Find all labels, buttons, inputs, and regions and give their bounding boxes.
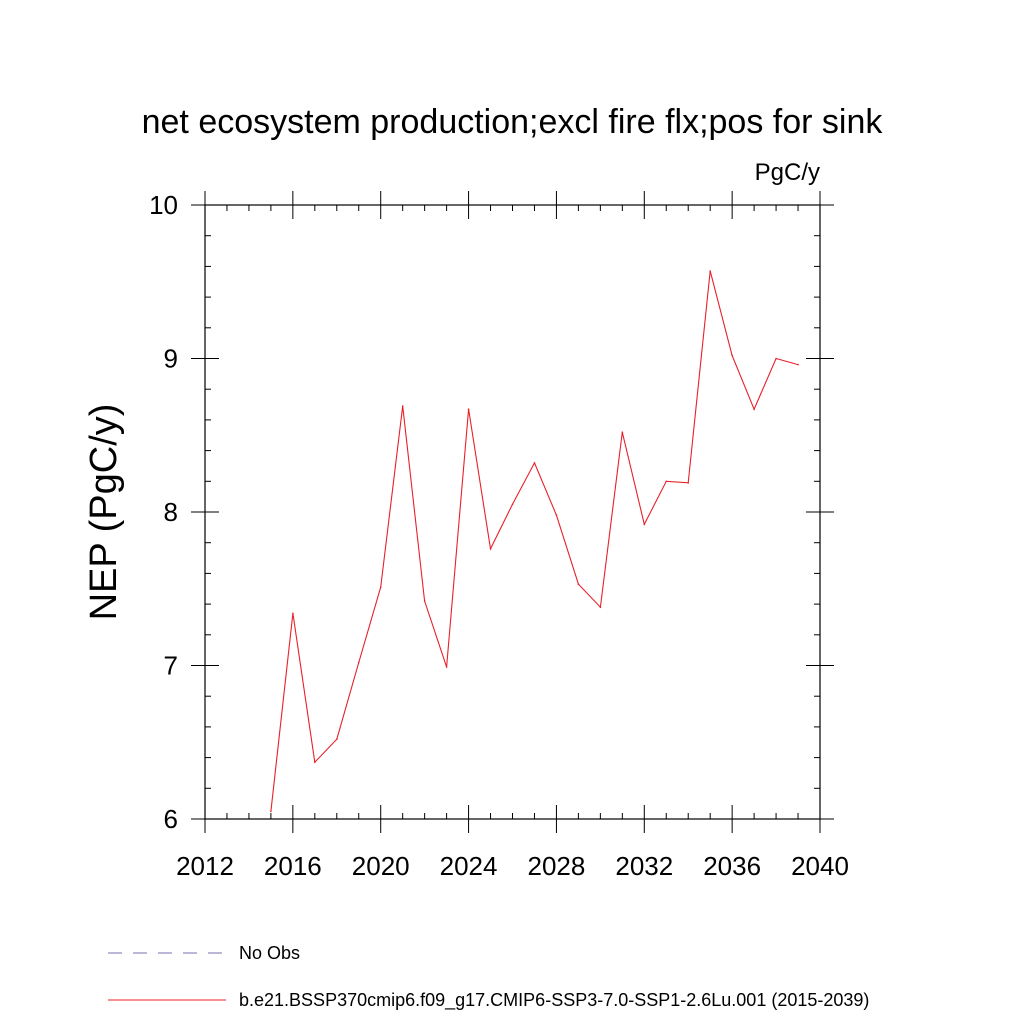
data-point xyxy=(423,600,426,602)
y-tick-label: 9 xyxy=(164,344,178,374)
data-point xyxy=(445,666,448,668)
x-tick-label: 2020 xyxy=(352,851,410,881)
data-point xyxy=(709,270,711,272)
legend-label: No Obs xyxy=(239,943,300,963)
data-point xyxy=(292,612,294,615)
series-line xyxy=(270,270,799,812)
x-tick-label: 2032 xyxy=(615,851,673,881)
legend: No Obs b.e21.BSSP370cmip6.f09_g17.CMIP6-S… xyxy=(108,943,869,1011)
x-tick-label: 2028 xyxy=(528,851,586,881)
data-point xyxy=(643,523,646,526)
data-point xyxy=(335,738,338,740)
units-label: PgC/y xyxy=(755,159,820,186)
y-axis-label: NEP (PgC/y) xyxy=(83,404,125,621)
plot-frame xyxy=(204,204,821,820)
data-point xyxy=(555,514,558,516)
data-point xyxy=(797,363,799,366)
data-point xyxy=(533,462,536,464)
data-point xyxy=(357,661,360,664)
data-point xyxy=(511,503,514,506)
data-point xyxy=(401,405,404,407)
x-tick-label: 2036 xyxy=(703,851,761,881)
data-point xyxy=(314,761,316,764)
data-point xyxy=(731,354,733,357)
data-point xyxy=(489,548,492,550)
y-tick-label: 8 xyxy=(164,497,178,527)
data-point xyxy=(753,408,755,410)
chart-title: net ecosystem production;excl fire flx;p… xyxy=(142,103,884,141)
series-layer xyxy=(270,270,799,813)
tick-labels: 2012 2016 2020 2024 2028 2032 2036 2040 6 7 8 9 10 xyxy=(149,190,849,881)
x-tick-label: 2040 xyxy=(791,851,849,881)
axis-ticks xyxy=(191,191,834,833)
data-point xyxy=(467,408,470,410)
x-tick-label: 2016 xyxy=(264,851,322,881)
data-point xyxy=(687,482,690,484)
data-point xyxy=(599,606,602,608)
data-point xyxy=(270,810,272,813)
y-tick-label: 6 xyxy=(164,804,178,834)
data-point xyxy=(621,431,624,433)
x-tick-label: 2024 xyxy=(440,851,498,881)
data-point xyxy=(577,583,580,585)
data-point xyxy=(665,480,668,483)
data-point xyxy=(379,586,382,589)
data-point xyxy=(775,357,777,360)
legend-label: b.e21.BSSP370cmip6.f09_g17.CMIP6-SSP3-7.… xyxy=(239,990,869,1011)
y-tick-label: 10 xyxy=(149,190,178,220)
x-tick-label: 2012 xyxy=(176,851,234,881)
y-tick-label: 7 xyxy=(164,651,178,681)
